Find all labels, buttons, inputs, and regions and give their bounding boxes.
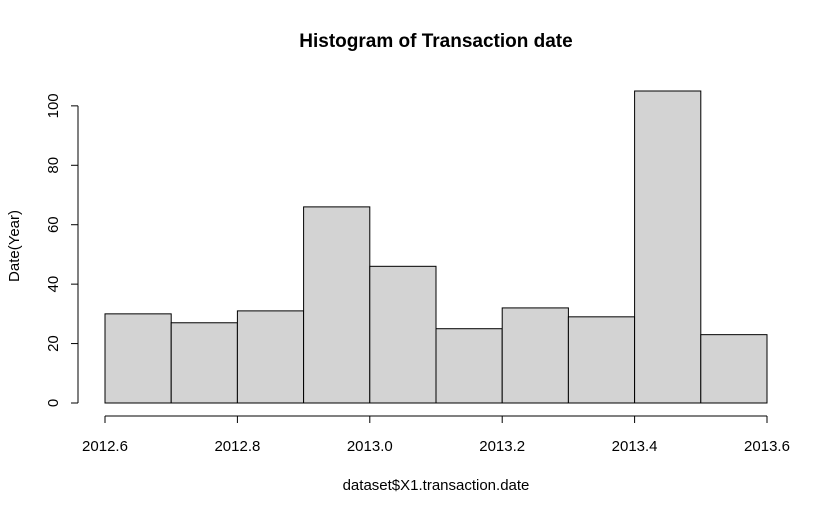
histogram-bar-10: [700, 334, 768, 404]
y-axis: 0 20 40 60 80 100: [45, 93, 79, 407]
histogram-bar-6: [435, 328, 503, 404]
y-tick-label: 20: [45, 335, 62, 352]
y-tick-label: 60: [45, 216, 62, 233]
x-tick-label: 2012.6: [82, 438, 128, 455]
y-tick-label: 40: [45, 276, 62, 293]
histogram-bar-9: [634, 90, 702, 404]
x-tick-label: 2012.8: [214, 438, 260, 455]
chart-title: Histogram of Transaction date: [299, 31, 572, 52]
bars-group: [104, 90, 768, 404]
y-tick-label: 80: [45, 157, 62, 174]
histogram-bar-1: [104, 313, 172, 404]
x-axis: 2012.6 2012.8 2013.0 2013.2 2013.4 2013.6: [82, 415, 790, 455]
histogram-bar-2: [170, 322, 238, 404]
y-tick-label: 0: [45, 399, 62, 407]
histogram-bar-8: [567, 316, 636, 404]
histogram-bar-7: [501, 307, 569, 404]
x-tick-label: 2013.4: [612, 438, 658, 455]
histogram-bar-4: [303, 206, 371, 404]
y-axis-label: Date(Year): [6, 210, 23, 282]
histogram-bar-5: [369, 265, 437, 404]
x-axis-label: dataset$X1.transaction.date: [343, 477, 530, 494]
x-tick-label: 2013.0: [347, 438, 393, 455]
histogram-bar-3: [236, 310, 305, 404]
x-tick-label: 2013.6: [744, 438, 790, 455]
x-tick-label: 2013.2: [479, 438, 525, 455]
y-tick-label: 100: [45, 93, 62, 118]
